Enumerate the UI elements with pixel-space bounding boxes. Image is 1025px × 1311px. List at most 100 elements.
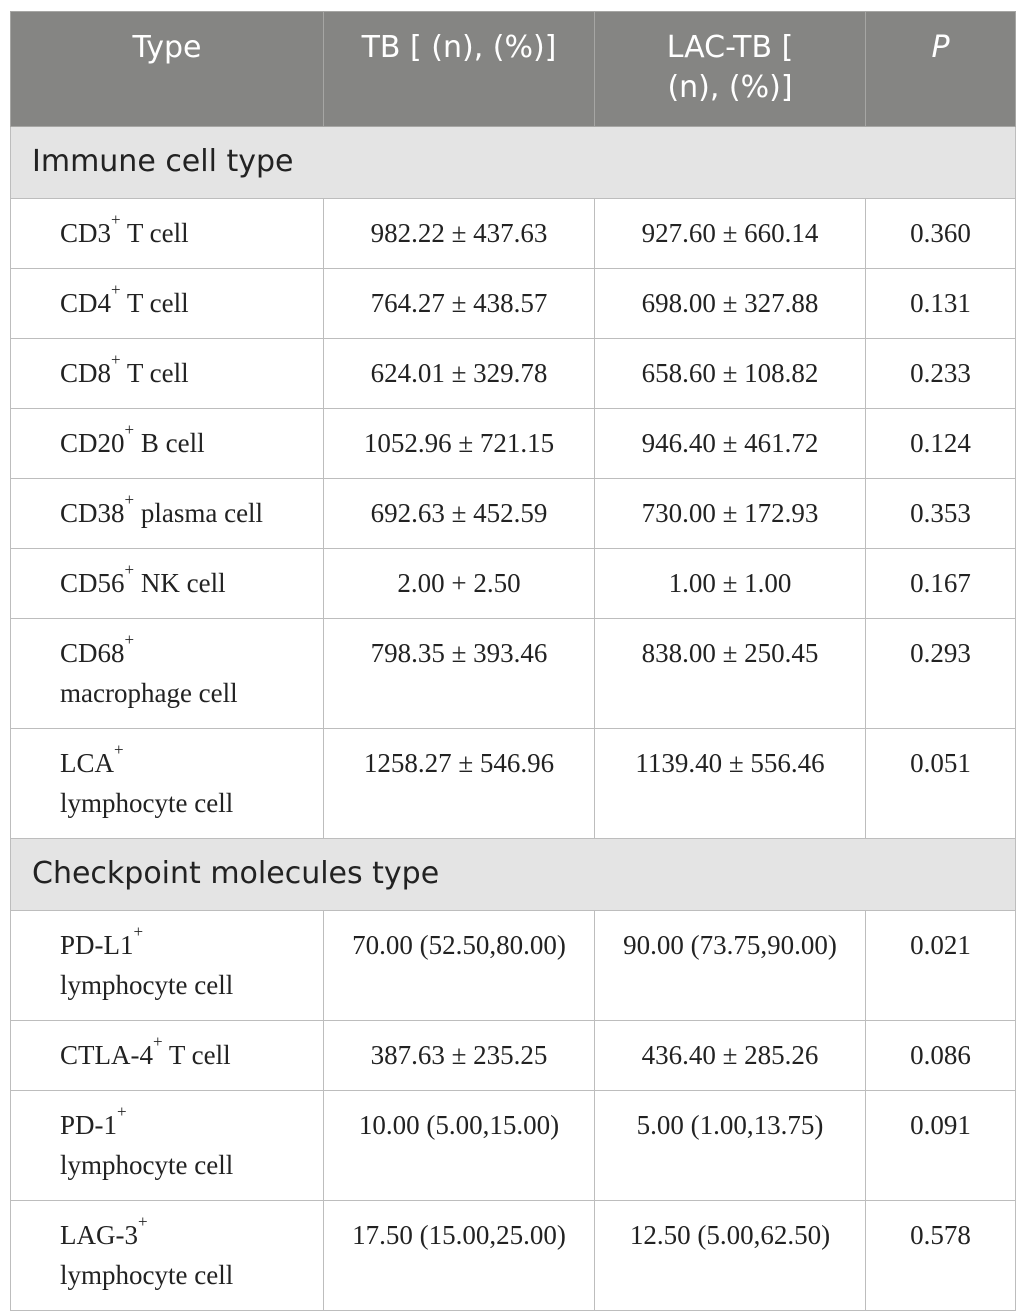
tb-value: 2.00 + 2.50 <box>323 548 595 619</box>
section-row-checkpoint: Checkpoint molecules type <box>10 838 1016 911</box>
cell-type: T cell <box>162 1040 231 1070</box>
lac-tb-value: 1139.40 ± 556.46 <box>594 728 866 839</box>
marker: CD68 <box>60 638 125 668</box>
lac-tb-value: 12.50 (5.00,62.50) <box>594 1200 866 1311</box>
table-row: PD-1+ lymphocyte cell 10.00 (5.00,15.00) … <box>10 1090 1016 1201</box>
table-row: LCA+ lymphocyte cell 1258.27 ± 546.96 113… <box>10 728 1016 839</box>
tb-value: 1258.27 ± 546.96 <box>323 728 595 839</box>
marker: LAG-3 <box>60 1220 138 1250</box>
marker: CD4 <box>60 288 112 318</box>
marker-superscript: + <box>111 350 121 369</box>
row-label: PD-L1+ lymphocyte cell <box>10 910 324 1021</box>
tb-value: 692.63 ± 452.59 <box>323 478 595 549</box>
tb-value: 70.00 (52.50,80.00) <box>323 910 595 1021</box>
table-row: CD56+ NK cell 2.00 + 2.50 1.00 ± 1.00 0.… <box>10 548 1016 619</box>
lac-tb-value: 698.00 ± 327.88 <box>594 268 866 339</box>
marker: CD8 <box>60 358 112 388</box>
table-row: LAG-3+ lymphocyte cell 17.50 (15.00,25.00… <box>10 1200 1016 1311</box>
row-label: LAG-3+ lymphocyte cell <box>10 1200 324 1311</box>
row-label: CD38+ plasma cell <box>10 478 324 549</box>
cell-type: T cell <box>120 218 189 248</box>
marker-superscript: + <box>124 630 135 649</box>
table-row: CD38+ plasma cell 692.63 ± 452.59 730.00… <box>10 478 1016 549</box>
header-p: P <box>865 11 1016 127</box>
marker: PD-1 <box>60 1110 118 1140</box>
marker-superscript: + <box>111 280 121 299</box>
tb-value: 387.63 ± 235.25 <box>323 1020 595 1091</box>
table-row: PD-L1+ lymphocyte cell 70.00 (52.50,80.00… <box>10 910 1016 1021</box>
header-type: Type <box>10 11 324 127</box>
row-label: CD8+ T cell <box>10 338 324 409</box>
marker: PD-L1 <box>60 930 134 960</box>
lac-tb-value: 730.00 ± 172.93 <box>594 478 866 549</box>
lac-tb-value: 838.00 ± 250.45 <box>594 618 866 729</box>
marker-superscript: + <box>133 922 144 941</box>
data-table: Type TB [ (n), (%)] LAC-TB [(n), (%)] P … <box>10 11 1016 1311</box>
row-label: CD20+ B cell <box>10 408 324 479</box>
lac-tb-value: 90.00 (73.75,90.00) <box>594 910 866 1021</box>
header-lac-tb: LAC-TB [ (n), (%)] <box>594 11 866 127</box>
row-label: LCA+ lymphocyte cell <box>10 728 324 839</box>
lac-tb-value: 436.40 ± 285.26 <box>594 1020 866 1091</box>
section-title: Immune cell type <box>10 126 1016 199</box>
cell-type: lymphocyte cell <box>60 970 234 1000</box>
cell-type: lymphocyte cell <box>60 1260 234 1290</box>
marker: CD56 <box>60 568 125 598</box>
lac-tb-value: 927.60 ± 660.14 <box>594 198 866 269</box>
marker-superscript: + <box>152 1032 163 1051</box>
p-value: 0.124 <box>865 408 1016 479</box>
marker-superscript: + <box>117 1102 127 1121</box>
table-row: CTLA-4+ T cell 387.63 ± 235.25 436.40 ± … <box>10 1020 1016 1091</box>
marker: CD20 <box>60 428 125 458</box>
row-label: CD3+ T cell <box>10 198 324 269</box>
marker: CTLA-4 <box>60 1040 153 1070</box>
p-value: 0.353 <box>865 478 1016 549</box>
p-value: 0.131 <box>865 268 1016 339</box>
cell-type: macrophage cell <box>60 678 238 708</box>
p-value: 0.360 <box>865 198 1016 269</box>
row-label: CD56+ NK cell <box>10 548 324 619</box>
tb-value: 1052.96 ± 721.15 <box>323 408 595 479</box>
row-label: CD68+ macrophage cell <box>10 618 324 729</box>
marker: CD38 <box>60 498 125 528</box>
table-row: CD3+ T cell 982.22 ± 437.63 927.60 ± 660… <box>10 198 1016 269</box>
section-title: Checkpoint molecules type <box>10 838 1016 911</box>
header-tb: TB [ (n), (%)] <box>323 11 595 127</box>
table-row: CD4+ T cell 764.27 ± 438.57 698.00 ± 327… <box>10 268 1016 339</box>
marker-superscript: + <box>124 490 135 509</box>
cell-type: T cell <box>120 288 189 318</box>
cell-type: lymphocyte cell <box>60 788 234 818</box>
marker-superscript: + <box>124 560 135 579</box>
row-label: CTLA-4+ T cell <box>10 1020 324 1091</box>
tb-value: 17.50 (15.00,25.00) <box>323 1200 595 1311</box>
cell-type: plasma cell <box>134 498 264 528</box>
row-label: CD4+ T cell <box>10 268 324 339</box>
p-value: 0.021 <box>865 910 1016 1021</box>
p-value: 0.578 <box>865 1200 1016 1311</box>
marker: LCA <box>60 748 114 778</box>
p-value: 0.086 <box>865 1020 1016 1091</box>
p-value: 0.167 <box>865 548 1016 619</box>
marker: CD3 <box>60 218 112 248</box>
p-value: 0.091 <box>865 1090 1016 1201</box>
tb-value: 982.22 ± 437.63 <box>323 198 595 269</box>
cell-type: T cell <box>120 358 189 388</box>
marker-superscript: + <box>124 420 135 439</box>
table-row: CD8+ T cell 624.01 ± 329.78 658.60 ± 108… <box>10 338 1016 409</box>
marker-superscript: + <box>137 1212 148 1231</box>
section-row-immune: Immune cell type <box>10 126 1016 199</box>
table-row: CD68+ macrophage cell 798.35 ± 393.46 838… <box>10 618 1016 729</box>
header-row: Type TB [ (n), (%)] LAC-TB [ (n), (%)] P <box>10 11 1016 127</box>
header-lac-tb-line2: (n), (%)] <box>667 70 793 105</box>
lac-tb-value: 1.00 ± 1.00 <box>594 548 866 619</box>
header-lac-tb-line1: LAC-TB [ <box>666 30 794 65</box>
marker-superscript: + <box>111 210 121 229</box>
cell-type: NK cell <box>134 568 226 598</box>
row-label: PD-1+ lymphocyte cell <box>10 1090 324 1201</box>
table-row: CD20+ B cell 1052.96 ± 721.15 946.40 ± 4… <box>10 408 1016 479</box>
cell-type: B cell <box>134 428 205 458</box>
p-value: 0.051 <box>865 728 1016 839</box>
marker-superscript: + <box>114 740 124 759</box>
cell-type: lymphocyte cell <box>60 1150 234 1180</box>
tb-value: 798.35 ± 393.46 <box>323 618 595 729</box>
